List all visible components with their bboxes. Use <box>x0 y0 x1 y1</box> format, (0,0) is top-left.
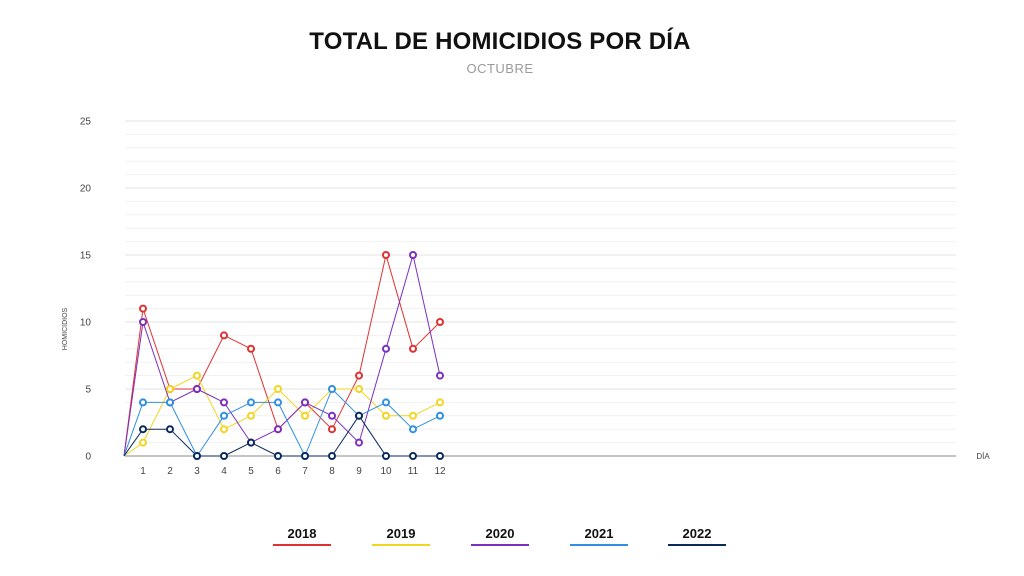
legend-item-2021[interactable]: 2021 <box>570 526 628 546</box>
data-point-2019 <box>166 385 174 393</box>
data-point-2019 <box>193 371 201 380</box>
data-point-2020 <box>193 385 201 393</box>
chart-title: TOTAL DE HOMICIDIOS POR DÍA <box>309 28 691 55</box>
data-point-2018 <box>382 251 390 259</box>
x-tick-label: 5 <box>248 466 254 477</box>
data-point-2022 <box>301 452 309 460</box>
data-point-2022 <box>274 452 282 460</box>
data-point-2022 <box>328 452 336 460</box>
data-point-2021 <box>382 398 390 407</box>
data-point-2021 <box>166 398 174 407</box>
x-tick-label: 2 <box>167 466 173 477</box>
legend-item-2020[interactable]: 2020 <box>471 526 529 546</box>
data-point-2021 <box>247 398 255 407</box>
y-tick-label: 20 <box>80 184 92 195</box>
data-point-2021 <box>274 398 282 407</box>
x-tick-label: 1 <box>140 466 146 477</box>
data-point-2020 <box>382 344 390 353</box>
data-point-2020 <box>436 371 444 380</box>
data-point-2020 <box>409 251 417 259</box>
y-tick-label: 25 <box>80 117 92 128</box>
series-line-2022 <box>123 415 440 457</box>
data-point-2022 <box>139 425 147 434</box>
data-point-2020 <box>274 425 282 434</box>
data-point-2022 <box>247 438 255 447</box>
data-point-2022 <box>166 425 174 434</box>
y-axis-label: HOMICIDIOS <box>62 307 69 350</box>
data-point-2018 <box>139 304 147 313</box>
legend-swatch <box>570 544 628 546</box>
x-tick-label: 12 <box>434 466 446 477</box>
data-point-2019 <box>247 411 255 420</box>
data-point-2021 <box>328 385 336 393</box>
legend: 2018 2019 2020 2021 2022 <box>0 526 1024 550</box>
data-point-2019 <box>409 411 417 420</box>
x-tick-label: 6 <box>275 466 281 477</box>
legend-swatch <box>471 544 529 546</box>
data-point-2021 <box>139 398 147 407</box>
y-tick-label: 0 <box>85 452 91 463</box>
legend-item-2022[interactable]: 2022 <box>668 526 726 546</box>
x-tick-label: 3 <box>194 466 200 477</box>
data-point-2018 <box>436 318 444 326</box>
x-tick-label: 11 <box>408 466 419 477</box>
data-point-2019 <box>139 438 147 447</box>
data-point-2022 <box>382 452 390 460</box>
legend-label: 2022 <box>682 526 712 541</box>
data-point-2021 <box>436 411 444 420</box>
chart-subtitle: OCTUBRE <box>466 61 534 76</box>
data-point-2018 <box>247 344 255 353</box>
legend-item-2018[interactable]: 2018 <box>273 526 331 546</box>
data-point-2022 <box>436 452 444 460</box>
data-point-2019 <box>355 385 363 393</box>
x-tick-label: 7 <box>302 466 308 477</box>
legend-label: 2018 <box>287 526 317 541</box>
legend-swatch <box>273 544 331 546</box>
data-point-2020 <box>220 398 228 407</box>
data-point-2018 <box>409 344 417 353</box>
legend-swatch <box>372 544 430 546</box>
x-tick-label: 8 <box>329 466 335 477</box>
legend-swatch <box>668 544 726 546</box>
data-point-2020 <box>355 438 363 447</box>
y-tick-label: 10 <box>80 318 92 329</box>
data-point-2022 <box>220 452 228 460</box>
data-point-2019 <box>220 425 228 434</box>
data-point-2022 <box>409 452 417 460</box>
data-point-2020 <box>139 318 147 326</box>
y-tick-label: 5 <box>85 385 91 396</box>
data-point-2022 <box>355 411 363 420</box>
x-axis-label: DÍA <box>976 452 990 461</box>
data-point-2021 <box>220 411 228 420</box>
data-point-2022 <box>193 452 201 460</box>
data-point-2019 <box>436 398 444 407</box>
legend-label: 2020 <box>485 526 515 541</box>
legend-item-2019[interactable]: 2019 <box>372 526 430 546</box>
data-point-2019 <box>274 385 282 393</box>
data-point-2018 <box>355 371 363 380</box>
x-tick-label: 4 <box>221 466 227 477</box>
x-tick-label: 9 <box>356 466 362 477</box>
data-point-2018 <box>328 425 336 434</box>
data-point-2020 <box>301 398 309 407</box>
data-point-2018 <box>220 331 228 340</box>
data-point-2019 <box>301 411 309 420</box>
legend-label: 2021 <box>584 526 614 541</box>
data-point-2020 <box>328 411 336 420</box>
data-point-2021 <box>409 425 417 434</box>
y-tick-label: 15 <box>80 251 92 262</box>
data-point-2019 <box>382 411 390 420</box>
x-tick-label: 10 <box>380 466 392 477</box>
legend-label: 2019 <box>386 526 416 541</box>
